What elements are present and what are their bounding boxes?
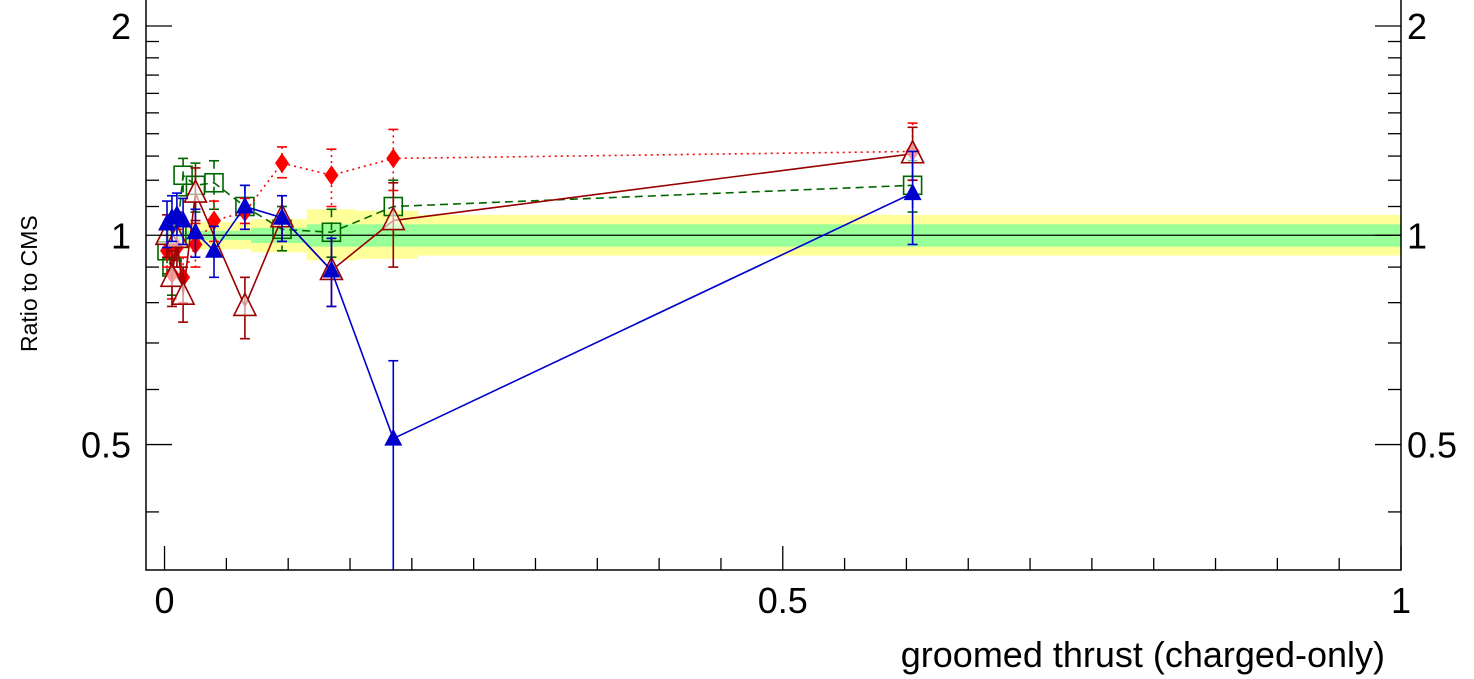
axes: 0 0.5 1 0.5 0.5 1 1 2 2 — [81, 0, 1457, 621]
series-1 — [160, 122, 920, 304]
data-point — [173, 165, 193, 186]
data-point — [207, 210, 222, 231]
data-point — [275, 153, 290, 174]
x-tick-label: 1 — [1391, 580, 1411, 621]
y-tick-label-right: 1 — [1407, 215, 1427, 256]
series-3 — [158, 150, 922, 570]
plot-frame — [145, 0, 1402, 571]
data-point — [386, 148, 401, 169]
y-tick-label-right: 0.5 — [1407, 425, 1457, 466]
y-tick-label-right: 2 — [1407, 6, 1427, 47]
data-point — [205, 240, 224, 258]
data-point — [322, 260, 341, 278]
data-point — [159, 262, 185, 288]
x-tick-label: 0 — [155, 580, 175, 621]
data-point — [174, 210, 193, 228]
data-point — [384, 428, 403, 446]
data-point — [235, 196, 254, 214]
data-point — [186, 222, 205, 240]
data-point — [170, 280, 196, 305]
data-point — [380, 205, 406, 231]
series-line — [166, 152, 913, 309]
x-axis-label: groomed thrust (charged-only) — [901, 634, 1385, 675]
y-tick-label-left: 1 — [111, 215, 131, 256]
data-point — [903, 183, 922, 201]
data-point — [183, 178, 208, 203]
data-point — [232, 291, 258, 317]
series-layer — [154, 122, 925, 570]
y-tick-label-left: 2 — [111, 6, 131, 47]
data-point — [273, 207, 292, 225]
data-point — [204, 172, 224, 193]
series-line — [166, 173, 913, 268]
y-axis-label: Ratio to CMS — [16, 215, 42, 352]
y-tick-label-left: 0.5 — [81, 425, 131, 466]
x-tick-label: 0.5 — [758, 580, 808, 621]
data-point — [324, 165, 339, 186]
